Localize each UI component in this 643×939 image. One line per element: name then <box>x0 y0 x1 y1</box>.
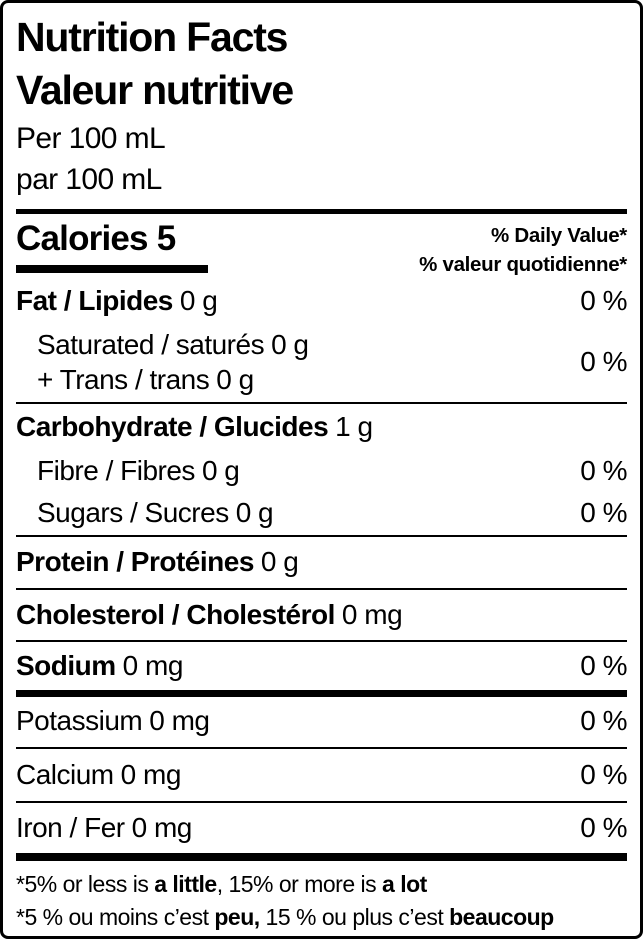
sodium-dv: 0 % <box>580 650 627 682</box>
saturated-trans-lines: Saturated / saturés 0 g + Trans / trans 0 … <box>16 327 309 398</box>
row-potassium: Potassium 0 mg 0 % <box>16 697 627 746</box>
fibre-name: Fibre / Fibres <box>37 454 195 486</box>
calcium-amount: 0 mg <box>120 758 182 790</box>
carbohydrate-name-amount: Carbohydrate / Glucides 1 g <box>16 411 373 443</box>
carbohydrate-name: Carbohydrate / Glucides <box>16 411 329 443</box>
iron-name: Iron / Fer <box>16 812 125 844</box>
title-en: Nutrition Facts <box>16 14 288 60</box>
divider <box>16 800 627 803</box>
row-sugars: Sugars / Sucres 0 g 0 % <box>16 492 627 534</box>
footnote-en-mid: , 15% or more is <box>216 870 383 897</box>
serving-size-en: Per 100 mL <box>16 121 166 155</box>
daily-value-heading: % Daily Value* % valeur quotidienne* <box>419 219 627 279</box>
row-saturated-trans: Saturated / saturés 0 g + Trans / trans 0 … <box>16 324 627 401</box>
calories-text: Calories 5 <box>16 219 208 259</box>
divider-thick-minerals <box>16 689 627 697</box>
sugars-dv: 0 % <box>580 496 627 528</box>
iron-amount: 0 mg <box>131 812 193 844</box>
divider-header <box>16 209 627 215</box>
footnote-en-bold2: a lot <box>382 870 427 897</box>
footnote-fr-mid: 15 % ou plus c’est <box>259 903 450 930</box>
potassium-amount: 0 mg <box>149 705 210 737</box>
protein-amount: 0 g <box>260 546 299 578</box>
carbohydrate-amount: 1 g <box>335 411 373 443</box>
sodium-name-amount: Sodium 0 mg <box>16 650 183 682</box>
potassium-name: Potassium <box>16 705 143 737</box>
footnote-en: *5% or less is a little, 15% or more is … <box>16 868 627 901</box>
divider <box>16 746 627 749</box>
title-fr: Valeur nutritive <box>16 67 294 114</box>
divider <box>16 639 627 642</box>
row-fibre: Fibre / Fibres 0 g 0 % <box>16 450 627 492</box>
calories-block: Calories 5 <box>16 219 208 273</box>
calories-label: Calories <box>16 219 149 259</box>
serving-size-fr: par 100 mL <box>16 162 162 196</box>
saturated-trans-dv: 0 % <box>580 346 627 378</box>
footnote-en-pre: *5% or less is <box>16 870 155 897</box>
fat-name: Fat / Lipides <box>16 285 173 317</box>
footnote-fr: *5 % ou moins c’est peu, 15 % ou plus c’… <box>16 901 627 934</box>
calcium-dv: 0 % <box>580 758 627 790</box>
sodium-name: Sodium <box>16 650 116 682</box>
row-protein: Protein / Protéines 0 g <box>16 538 627 587</box>
cholesterol-amount: 0 mg <box>341 598 403 630</box>
iron-name-amount: Iron / Fer 0 mg <box>16 812 192 844</box>
divider <box>16 587 627 590</box>
trans-line: + Trans / trans 0 g <box>37 362 309 398</box>
footnote-fr-bold1: peu, <box>214 903 260 930</box>
daily-value-heading-en: % Daily Value* <box>491 224 627 248</box>
footnote-fr-bold2: beaucoup <box>449 903 554 930</box>
calories-value: 5 <box>156 219 176 259</box>
protein-name-amount: Protein / Protéines 0 g <box>16 546 299 578</box>
row-carbohydrate: Carbohydrate / Glucides 1 g <box>16 405 627 450</box>
footnote-fr-pre: *5 % ou moins c’est <box>16 903 215 930</box>
fat-name-amount: Fat / Lipides 0 g <box>16 285 218 317</box>
sugars-name: Sugars / Sucres <box>37 496 229 528</box>
footnote-en-bold1: a little <box>154 870 217 897</box>
potassium-name-amount: Potassium 0 mg <box>16 705 210 737</box>
sugars-name-amount: Sugars / Sucres 0 g <box>16 496 274 529</box>
row-calcium: Calcium 0 mg 0 % <box>16 750 627 800</box>
fat-amount: 0 g <box>179 285 218 317</box>
trans-name: + Trans / trans <box>37 364 210 396</box>
row-iron: Iron / Fer 0 mg 0 % <box>16 804 627 853</box>
fibre-amount: 0 g <box>201 454 240 486</box>
saturated-amount: 0 g <box>271 328 309 360</box>
cholesterol-name: Cholesterol / Cholestérol <box>16 598 335 630</box>
fat-dv: 0 % <box>580 285 627 317</box>
iron-dv: 0 % <box>580 812 627 844</box>
row-sodium: Sodium 0 mg 0 % <box>16 643 627 690</box>
footnotes: *5% or less is a little, 15% or more is … <box>16 868 627 933</box>
calcium-name-amount: Calcium 0 mg <box>16 759 181 791</box>
fibre-name-amount: Fibre / Fibres 0 g <box>16 454 240 487</box>
saturated-name: Saturated / saturés <box>37 328 265 360</box>
protein-name: Protein / Protéines <box>16 546 254 578</box>
sugars-amount: 0 g <box>235 496 274 528</box>
fibre-dv: 0 % <box>580 454 627 486</box>
row-cholesterol: Cholesterol / Cholestérol 0 mg <box>16 591 627 639</box>
calories-underline-bar <box>16 264 208 273</box>
row-fat: Fat / Lipides 0 g 0 % <box>16 279 627 324</box>
divider <box>16 534 627 537</box>
cholesterol-name-amount: Cholesterol / Cholestérol 0 mg <box>16 598 403 631</box>
calcium-name: Calcium <box>16 758 114 790</box>
trans-amount: 0 g <box>216 364 254 396</box>
potassium-dv: 0 % <box>580 705 627 737</box>
divider-thick-footnote <box>16 852 627 861</box>
daily-value-heading-fr: % valeur quotidienne* <box>419 252 627 276</box>
sodium-amount: 0 mg <box>122 650 184 682</box>
calories-section: Calories 5 % Daily Value* % valeur quotid… <box>16 219 627 279</box>
divider <box>16 401 627 404</box>
saturated-line: Saturated / saturés 0 g <box>37 327 309 363</box>
